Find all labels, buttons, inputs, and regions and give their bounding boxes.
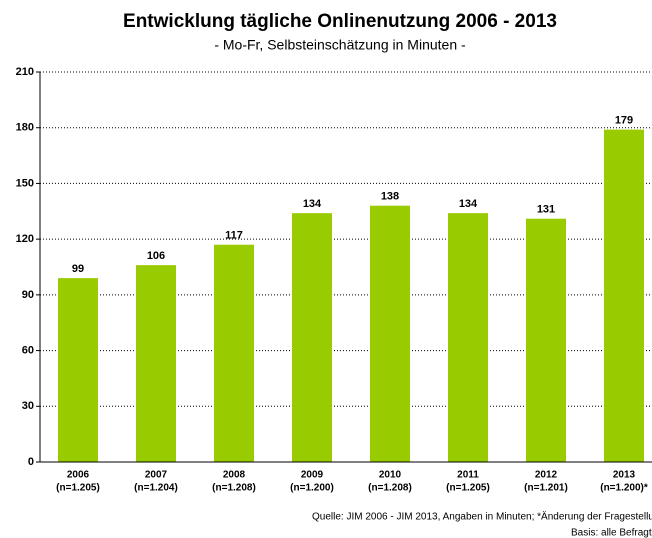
y-tick-label: 90 xyxy=(22,289,34,301)
x-tick-label: 2007 xyxy=(145,470,168,481)
y-tick-label: 60 xyxy=(22,344,34,356)
data-label: 134 xyxy=(303,198,322,210)
x-tick-label: 2013 xyxy=(613,470,636,481)
bar xyxy=(136,265,176,462)
x-tick-note: (n=1.208) xyxy=(368,483,412,494)
bar xyxy=(370,205,410,462)
x-tick-label: 2009 xyxy=(301,470,324,481)
bar xyxy=(292,213,332,462)
bar xyxy=(448,213,488,462)
y-tick-label: 120 xyxy=(16,233,34,245)
y-tick-label: 150 xyxy=(16,177,34,189)
bar xyxy=(604,129,644,463)
data-label: 106 xyxy=(147,250,165,262)
chart-subtitle: - Mo-Fr, Selbsteinschätzung in Minuten - xyxy=(214,37,466,53)
data-label: 179 xyxy=(615,114,633,126)
x-tick-note: (n=1.200)* xyxy=(600,483,648,494)
x-tick-note: (n=1.205) xyxy=(56,483,100,494)
x-tick-note: (n=1.200) xyxy=(290,483,334,494)
x-tick-label: 2006 xyxy=(67,470,90,481)
data-label: 99 xyxy=(72,263,84,275)
chart-title: Entwicklung tägliche Onlinenutzung 2006 … xyxy=(123,11,557,32)
x-tick-note: (n=1.205) xyxy=(446,483,490,494)
x-tick-label: 2011 xyxy=(457,470,479,481)
x-tick-note: (n=1.208) xyxy=(212,483,256,494)
y-tick-label: 210 xyxy=(16,66,34,78)
bar xyxy=(526,218,566,462)
data-label: 117 xyxy=(225,230,243,242)
y-tick-label: 30 xyxy=(22,400,34,412)
source-note: Quelle: JIM 2006 - JIM 2013, Angaben in … xyxy=(312,511,652,523)
data-label: 131 xyxy=(537,204,555,216)
data-label: 138 xyxy=(381,191,399,203)
x-tick-note: (n=1.201) xyxy=(524,483,568,494)
x-tick-note: (n=1.204) xyxy=(134,483,178,494)
bar xyxy=(214,244,254,462)
data-label: 134 xyxy=(459,198,478,210)
y-tick-label: 0 xyxy=(28,456,34,468)
bar xyxy=(58,278,98,462)
x-tick-label: 2010 xyxy=(379,470,402,481)
x-tick-label: 2008 xyxy=(223,470,246,481)
base-note: Basis: alle Befragte xyxy=(571,528,652,538)
y-tick-label: 180 xyxy=(16,122,34,134)
x-tick-label: 2012 xyxy=(535,470,558,481)
